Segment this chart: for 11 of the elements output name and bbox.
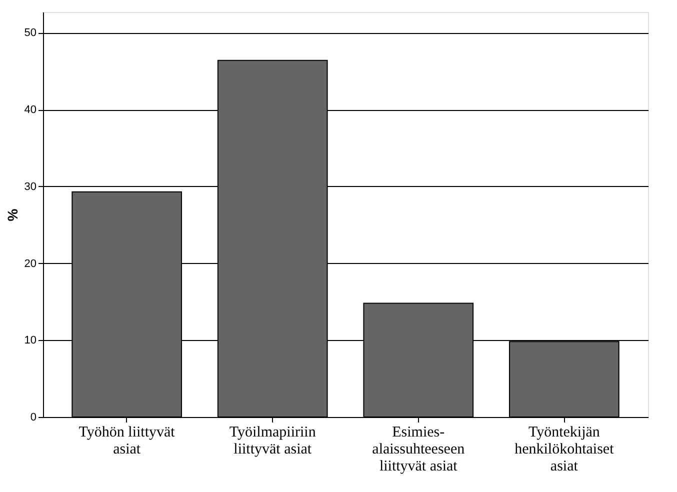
y-tick-label: 30 <box>24 180 36 193</box>
y-tick-label: 50 <box>24 27 36 40</box>
x-tick-label: Työilmapiiriin liittyvät asiat <box>229 424 316 458</box>
x-tick-label: Esimies- alaissuhteeseen liittyvät asiat <box>372 424 466 474</box>
y-tick-label: 40 <box>24 104 36 116</box>
y-tick-label: 20 <box>24 258 36 270</box>
y-tick-label: 0 <box>30 412 36 424</box>
x-tick-label: Työntekijän henkilökohtaiset asiat <box>514 424 615 474</box>
y-axis-title: % <box>4 208 20 222</box>
y-tick-label: 10 <box>24 334 36 347</box>
x-tick-label: Työhön liittyvät asiat <box>78 424 176 458</box>
